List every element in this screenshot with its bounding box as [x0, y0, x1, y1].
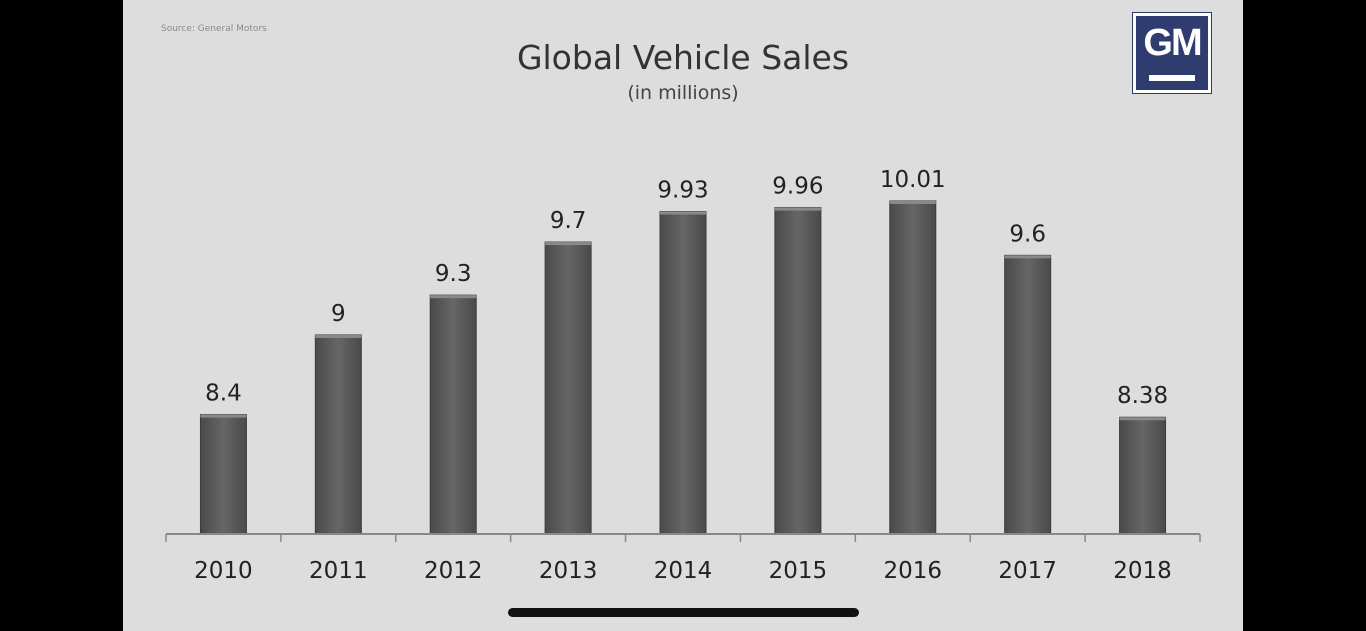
value-label-2018: 8.38 — [1117, 383, 1168, 409]
chart-title: Global Vehicle Sales — [516, 38, 850, 77]
bar-2016 — [889, 200, 937, 535]
bar-top-highlight-2013 — [545, 242, 592, 246]
bar-2015 — [774, 207, 822, 535]
x-axis — [165, 533, 1201, 542]
tick-label-2012: 2012 — [424, 558, 483, 584]
tick-label-2015: 2015 — [769, 558, 828, 584]
bar-top-highlight-2014 — [660, 211, 706, 215]
tick-label-2011: 2011 — [309, 558, 368, 584]
tick-label-2017: 2017 — [998, 558, 1057, 584]
value-label-2013: 9.7 — [550, 208, 587, 234]
bar-2012 — [429, 294, 477, 535]
bar-2017 — [1004, 254, 1052, 535]
value-label-2011: 9 — [331, 301, 346, 327]
gm-logo-badge: GM — [1136, 16, 1208, 90]
bar-top-highlight-2017 — [1004, 255, 1051, 259]
value-label-2010: 8.4 — [205, 381, 242, 407]
value-label-2012: 9.3 — [435, 261, 472, 287]
value-labels: 8.4 9 9.3 9.7 9.93 9.96 10.01 9.6 8.38 — [205, 167, 1168, 409]
value-label-2017: 9.6 — [1009, 221, 1046, 247]
bar-top-highlight-2011 — [315, 334, 362, 338]
bar-top-highlight-2018 — [1119, 417, 1166, 421]
value-label-2016: 10.01 — [880, 167, 946, 193]
chart-subtitle: (in millions) — [627, 82, 739, 104]
bar-chart: 8.499.39.79.93 9.96 10.019.68.38 2010 2011 2… — [165, 167, 1201, 584]
bar-2018 — [1119, 416, 1167, 535]
home-indicator[interactable] — [508, 608, 859, 617]
bar-series — [199, 200, 1167, 535]
tick-label-2016: 2016 — [884, 558, 943, 584]
bar-2011 — [314, 334, 362, 535]
bar-top-highlight-2015 — [774, 207, 821, 211]
gm-logo: GM — [1132, 12, 1212, 94]
chart-slide: Source: General Motors Global Vehicle Sa… — [123, 0, 1243, 631]
tick-label-2014: 2014 — [654, 558, 713, 584]
value-label-2015: 9.96 — [772, 174, 823, 200]
gm-logo-text: GM — [1143, 22, 1202, 64]
tick-label-2010: 2010 — [194, 558, 253, 584]
bar-top-highlight-2016 — [889, 200, 936, 204]
tick-label-2018: 2018 — [1113, 558, 1172, 584]
value-label-2014: 9.93 — [657, 178, 708, 204]
bar-2014 — [659, 211, 707, 535]
x-tick-labels: 2010 2011 2012 2013 2014 2015 2016 2017 2018 — [194, 558, 1172, 584]
source-note: Source: General Motors — [161, 24, 267, 34]
gm-logo-underline — [1149, 75, 1195, 81]
tick-label-2013: 2013 — [539, 558, 598, 584]
bar-2013 — [544, 241, 592, 535]
bar-2010 — [199, 414, 247, 535]
bar-top-highlight-2012 — [430, 295, 477, 299]
bar-top-highlight-2010 — [200, 414, 247, 418]
